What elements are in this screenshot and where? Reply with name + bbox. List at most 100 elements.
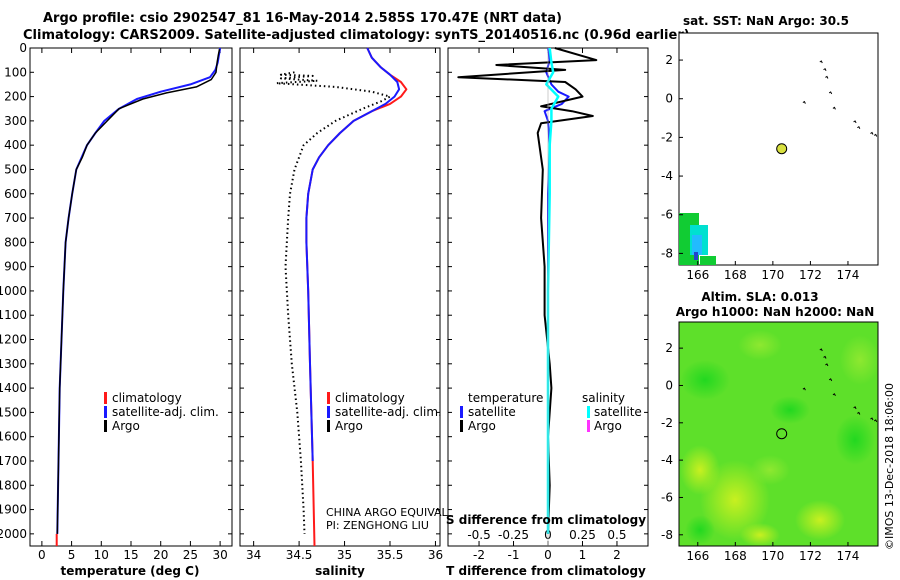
sla-coastline <box>802 348 878 423</box>
sla-map-axes: 166 168 170 172 174 2 0 -2 -4 -6 -8 <box>661 341 859 563</box>
legend-label-satellite: satellite-adj. clim. <box>112 405 219 419</box>
x-tick-label: 0 <box>38 548 46 562</box>
depth-tick-label: 0 <box>19 41 27 55</box>
x-tick-label: 34.5 <box>286 548 313 562</box>
map-x-tick-label: 172 <box>799 549 822 563</box>
island <box>802 100 806 104</box>
temperature-xlabel: temperature (deg C) <box>61 564 200 578</box>
difference-series <box>457 47 598 546</box>
depth-tick-label: 900 <box>4 260 27 274</box>
map-x-tick-label: 172 <box>799 268 822 282</box>
legend-label-climatology: climatology <box>335 391 405 405</box>
salinity-depth-ticks <box>240 47 440 535</box>
salinity-x-axis: 34 34.5 35 35.5 36 <box>246 48 443 562</box>
argo-float-marker <box>776 428 788 440</box>
map-y-tick-label: -6 <box>661 208 673 222</box>
island <box>870 131 874 135</box>
map-y-tick-label: -2 <box>661 416 673 430</box>
x-tick-label: 36 <box>428 548 443 562</box>
sla-map-title1: Altim. SLA: 0.013 <box>701 290 818 304</box>
legend-label-climatology: climatology <box>112 391 182 405</box>
difference-legend: temperature salinity satellite Argo sate… <box>460 391 642 433</box>
map-x-tick-label: 166 <box>686 549 709 563</box>
island <box>819 60 823 64</box>
legend-title-salinity: salinity <box>582 391 625 405</box>
island <box>828 378 833 382</box>
depth-tick-label: 1900 <box>0 503 27 517</box>
legend-swatch-argo <box>104 420 107 432</box>
sst-map: sat. SST: NaN Argo: 30.5 166 168 170 172 174… <box>661 14 879 282</box>
legend-title-temperature: temperature <box>468 391 543 405</box>
depth-tick-label: 1700 <box>0 454 27 468</box>
depth-tick-label: 300 <box>4 114 27 128</box>
depth-tick-label: 700 <box>4 211 27 225</box>
x-tick-label: 34 <box>246 548 261 562</box>
legend-label-temp-satellite: satellite <box>468 405 516 419</box>
depth-tick-label: 1200 <box>0 333 27 347</box>
sst-map-title: sat. SST: NaN Argo: 30.5 <box>683 14 849 28</box>
map-x-tick-label: 166 <box>686 268 709 282</box>
legend-label-argo: Argo <box>335 419 363 433</box>
legend-swatch-temp-argo <box>460 420 463 432</box>
legend-label-satellite: satellite-adj. clim. <box>335 405 442 419</box>
figure-title-line1: Argo profile: csio 2902547_81 16-May-201… <box>43 11 562 26</box>
island <box>832 106 836 110</box>
x-tick-label: 35 <box>337 548 352 562</box>
x-tick-label: 10 <box>94 548 109 562</box>
sla-map-title2: Argo h1000: NaN h2000: NaN <box>676 305 875 319</box>
legend-label-sal-satellite: satellite <box>594 405 642 419</box>
x-tick-label: 20 <box>153 548 168 562</box>
island <box>823 68 827 71</box>
depth-tick-label: 100 <box>4 65 27 79</box>
sst-map-axes: 166 168 170 172 174 2 0 -2 -4 -6 -8 <box>661 53 859 282</box>
legend-swatch-sal-satellite <box>587 406 590 418</box>
temperature-legend: climatology satellite-adj. clim. Argo <box>104 391 219 433</box>
temperature-panel: 0100200300400500600700800900100011001200… <box>0 41 233 578</box>
salinity-panel: 34 34.5 35 35.5 36 salinity climatology sate… <box>239 47 470 578</box>
map-y-tick-label: -8 <box>661 528 673 542</box>
x-tick-label: 0.25 <box>569 528 596 542</box>
map-y-tick-label: -6 <box>661 490 673 504</box>
island <box>853 120 857 124</box>
legend-swatch-satellite <box>327 406 330 418</box>
x-tick-label: -2 <box>473 548 485 562</box>
x-tick-label: 2 <box>613 548 621 562</box>
series-temperature-argo <box>457 47 598 534</box>
temperature-series <box>55 47 222 546</box>
series-satellite-adj-clim- <box>305 47 401 462</box>
x-tick-label: 0 <box>544 548 552 562</box>
map-y-tick-label: 2 <box>665 53 673 67</box>
difference-panel: -2 -1 0 1 2 -0.5 -0.25 0 0.25 0.5 T difference f… <box>446 47 649 578</box>
depth-tick-label: 600 <box>4 187 27 201</box>
depth-tick-label: 1100 <box>0 308 27 322</box>
legend-swatch-climatology <box>104 392 107 404</box>
island <box>870 417 874 421</box>
island <box>857 411 861 415</box>
x-tick-label: 30 <box>212 548 227 562</box>
legend-swatch-temp-satellite <box>460 406 463 418</box>
map-y-tick-label: -2 <box>661 130 673 144</box>
x-tick-label: -1 <box>508 548 520 562</box>
legend-swatch-climatology <box>327 392 330 404</box>
island <box>832 393 836 397</box>
depth-axis: 0 100 200 300 400 500 600 700 800 900 1000 1100 1200… <box>0 41 232 541</box>
map-x-tick-label: 174 <box>837 268 860 282</box>
island <box>823 355 827 359</box>
island <box>802 387 806 391</box>
depth-tick-label: 1500 <box>0 405 27 419</box>
depth-tick-label: 500 <box>4 162 27 176</box>
island <box>819 348 823 352</box>
map-x-tick-label: 170 <box>761 549 784 563</box>
legend-label-temp-argo: Argo <box>468 419 496 433</box>
map-y-tick-label: -4 <box>661 169 673 183</box>
island <box>873 133 878 137</box>
imos-footer: ©IMOS 13-Dec-2018 18:06:00 <box>883 383 896 550</box>
legend-swatch-sal-argo <box>587 420 590 432</box>
sla-field <box>680 330 878 546</box>
salinity-axes-frame <box>239 47 441 547</box>
x-tick-label: 35.5 <box>377 548 404 562</box>
difference-depth-ticks <box>448 47 648 535</box>
island <box>853 406 857 410</box>
sst-coastline <box>802 60 878 137</box>
